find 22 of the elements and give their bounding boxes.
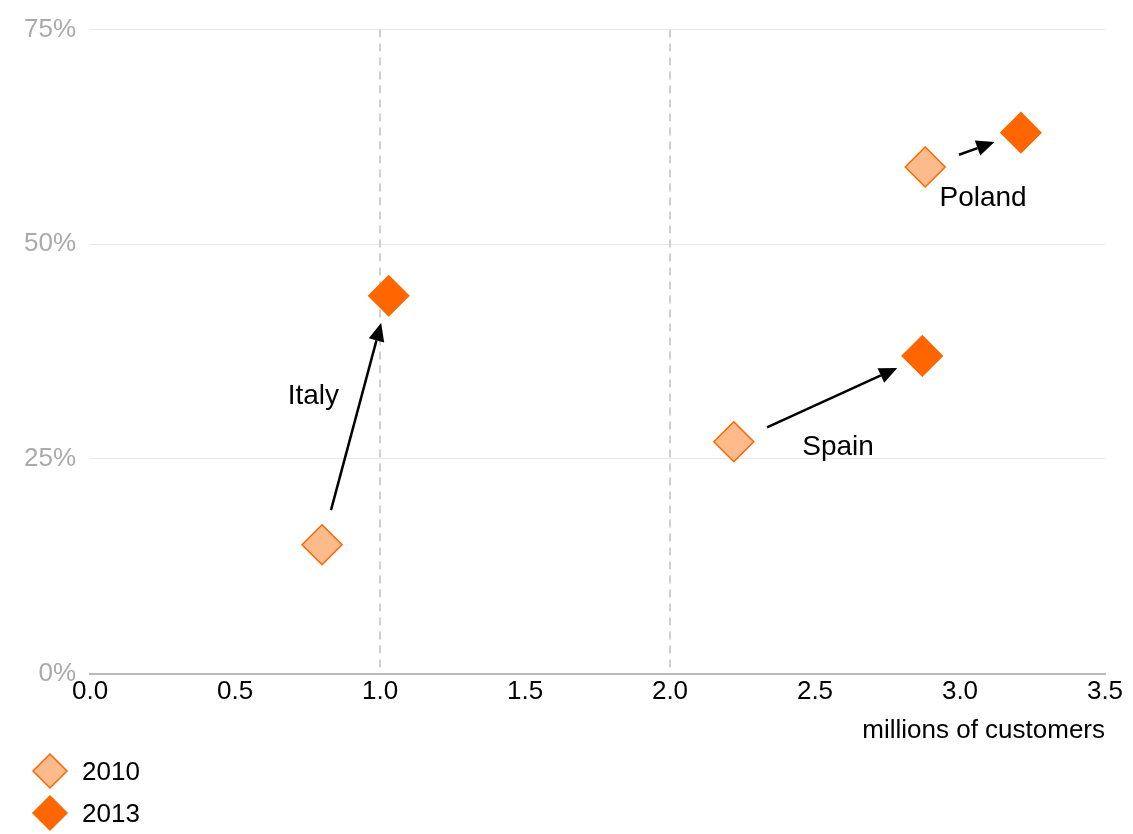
x-tick-label: 2.0 <box>651 675 689 706</box>
x-tick-label: 1.5 <box>506 675 544 706</box>
point <box>301 524 343 566</box>
y-tick-label: 75% <box>23 12 77 43</box>
y-tick-label: 50% <box>23 227 77 258</box>
annotation: Italy <box>287 379 340 411</box>
legend-label: 2013 <box>82 797 140 830</box>
x-tick-label: 3.5 <box>1086 675 1124 706</box>
x-tick-label: 2.5 <box>796 675 834 706</box>
point <box>904 146 946 188</box>
x-tick-label: 0.5 <box>216 675 254 706</box>
point <box>1000 111 1042 154</box>
annotation: Poland <box>939 180 1027 212</box>
y-tick-label: 25% <box>23 442 77 473</box>
annotation: Spain <box>802 429 874 461</box>
legend-label: 2010 <box>82 755 140 788</box>
x-tick-label: 3.0 <box>941 675 979 706</box>
point <box>713 421 755 463</box>
x-axis-title: millions of customers <box>862 713 1105 744</box>
point <box>901 335 944 377</box>
point <box>367 275 410 317</box>
x-tick-label: 1.0 <box>361 675 399 706</box>
